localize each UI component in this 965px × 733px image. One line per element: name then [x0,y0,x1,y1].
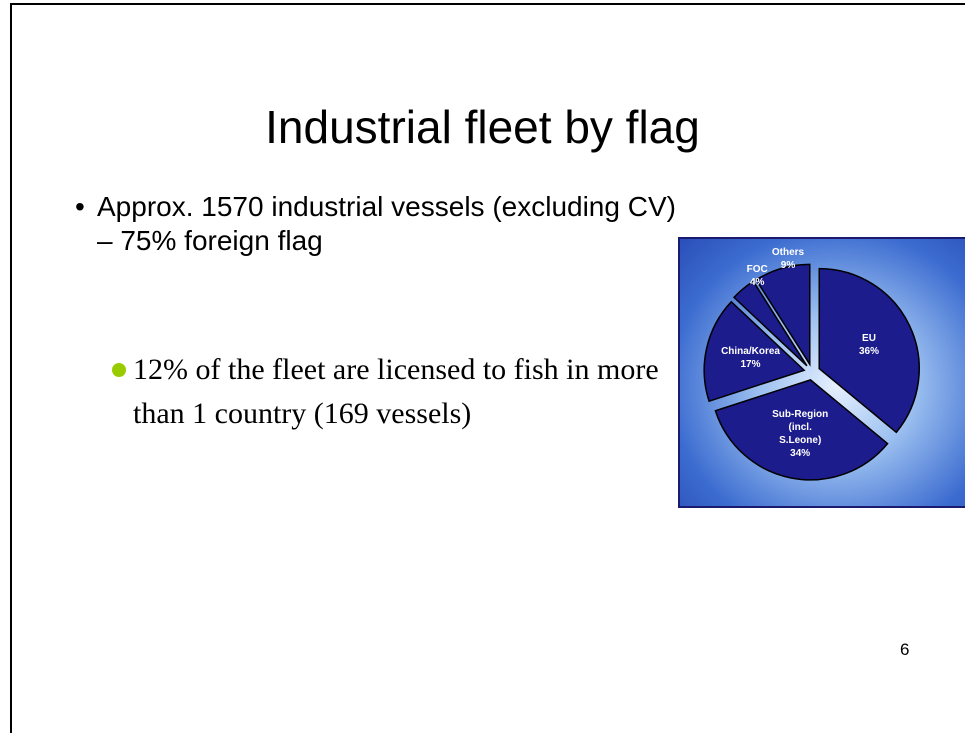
pie-slice [818,267,920,434]
slice-value: 34% [790,447,811,459]
pie-slice [755,263,811,367]
slice-label: EU 36% [837,332,901,358]
slice-label: Others 9% [756,246,820,272]
slice-label: Sub-Region (incl. S.Leone) 34% [768,408,832,460]
sub-bullet-text: 12% of the fleet are licensed to fish in… [133,353,659,430]
slice-value: 9% [780,260,796,272]
sub-bullet-dot [112,363,126,377]
slice-value: 4% [749,276,765,288]
chart: EU 36% Sub-Region (incl. S.Leone) 34% China/… [678,237,965,508]
slice-label: China/Korea 17% [719,345,783,371]
slice-name: EU [862,333,876,345]
slice-label: FOC 4% [725,263,789,289]
bullet-dot: • [75,191,85,222]
slice-name: China/Korea [721,346,780,358]
slice-name: Others [771,247,805,259]
slice-value: 17% [740,359,761,371]
slice-value: 36% [858,346,879,358]
pie-slice [703,300,806,403]
slide-frame [10,3,965,733]
slice-name: FOC [746,263,768,275]
slice-name: Sub-Region (incl. S.Leone) [772,408,829,446]
page-number: 6 [900,640,910,659]
slide-title: Industrial fleet by flag [265,101,700,153]
pie-slice [732,280,808,367]
pie-slice [714,379,889,481]
pie-svg [703,263,920,481]
bullet-text: Approx. 1570 industrial vessels (excludi… [97,191,676,256]
